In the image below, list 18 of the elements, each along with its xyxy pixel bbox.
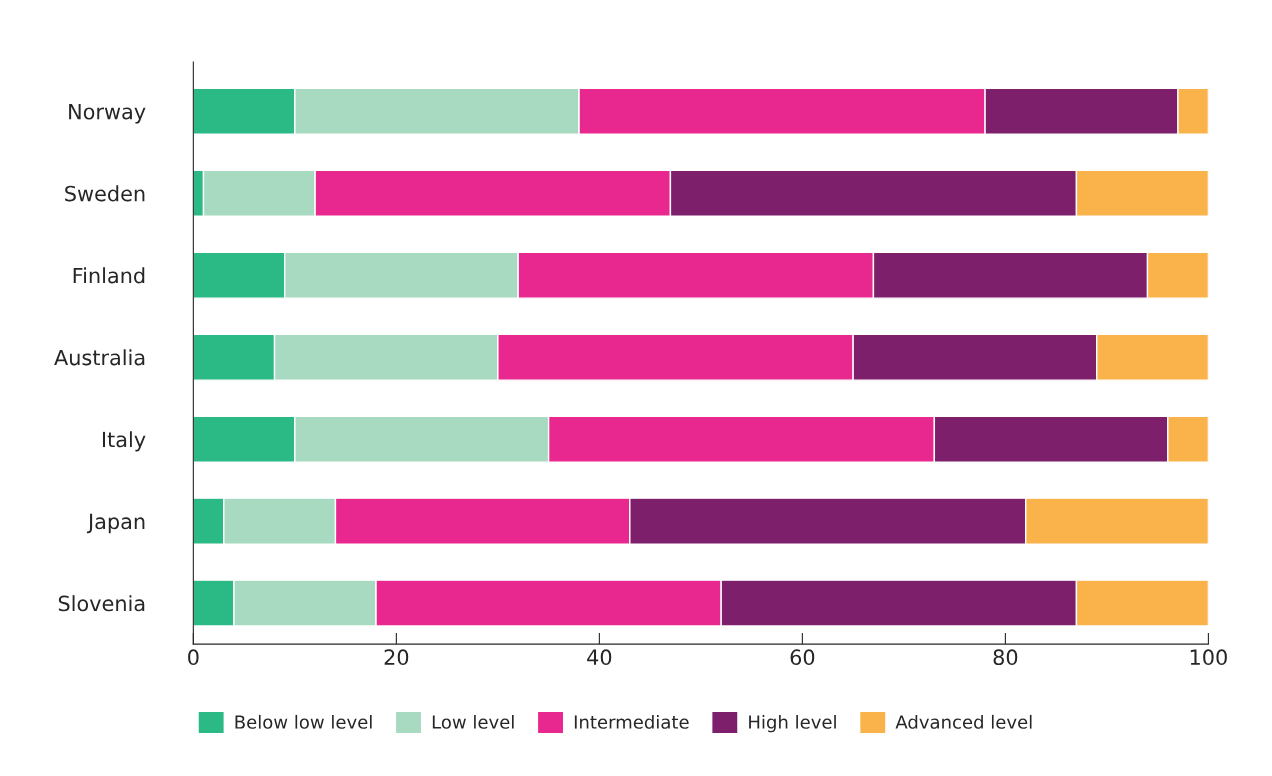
x-tick-label: 0 [188, 649, 199, 666]
x-tick-label: 20 [384, 649, 409, 666]
legend-label: High level [749, 714, 836, 733]
x-tick-label: 40 [587, 649, 612, 666]
x-tick-label: 60 [790, 649, 815, 666]
y-tick-label: Italy [102, 431, 146, 452]
legend-label: Intermediate [574, 714, 689, 729]
x-tick-label: 100 [1190, 649, 1227, 666]
y-tick-label: Australia [54, 349, 145, 366]
y-tick-label: Slovenia [58, 595, 145, 612]
y-tick-label: Finland [73, 267, 145, 284]
y-tick-label: Japan [86, 513, 145, 534]
y-tick-label: Norway [69, 103, 146, 124]
y-tick-label: Sweden [65, 185, 145, 202]
legend-label: Below low level [235, 714, 372, 729]
legend-label: Advanced level [895, 714, 1032, 729]
legend-label: Low level [432, 714, 514, 729]
x-tick-label: 80 [993, 649, 1018, 666]
